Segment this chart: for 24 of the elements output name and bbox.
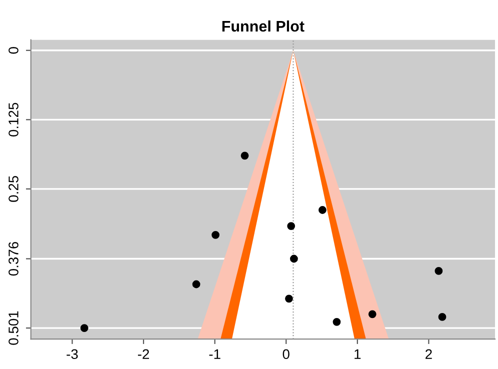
- x-tick-label: -1: [209, 349, 220, 359]
- x-tick-label: -3: [66, 349, 78, 360]
- point: [285, 294, 293, 303]
- y-tick-label: 0.25: [8, 176, 18, 202]
- point: [438, 312, 446, 321]
- point: [80, 324, 88, 332]
- point: [287, 222, 296, 230]
- x-tick-label: 1: [354, 349, 361, 359]
- y-tick-label: 0.501: [8, 311, 18, 345]
- y-tick-label: 0.125: [8, 102, 18, 136]
- point: [240, 152, 249, 160]
- point: [212, 230, 220, 239]
- point: [318, 206, 326, 214]
- y-tick-label: 0: [8, 47, 18, 54]
- point: [290, 254, 298, 263]
- point: [434, 266, 443, 275]
- x-tick-label: 2: [426, 349, 432, 359]
- point: [332, 318, 341, 326]
- x-tick-label: 0: [282, 349, 290, 360]
- y-tick-label: 0.376: [8, 242, 18, 276]
- chart-title: Funnel Plot: [222, 20, 304, 32]
- point: [192, 280, 200, 288]
- x-tick-label: -2: [138, 349, 149, 359]
- point: [368, 310, 376, 318]
